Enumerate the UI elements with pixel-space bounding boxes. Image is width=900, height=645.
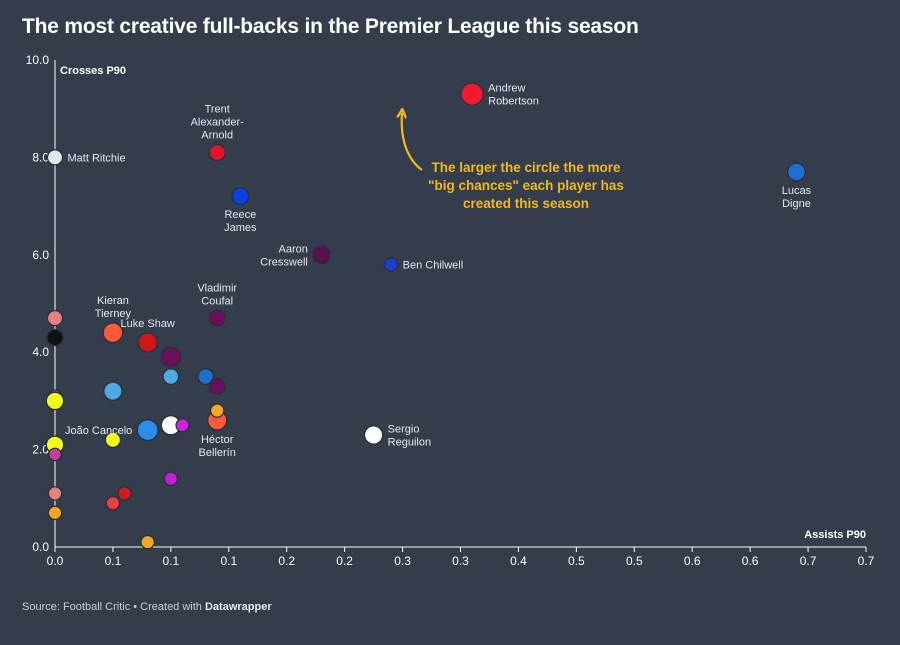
point-label: Kieran Tierney	[95, 295, 132, 320]
point-label-line: Andrew	[488, 83, 525, 95]
data-point	[47, 486, 63, 501]
data-point	[102, 322, 124, 344]
data-point	[208, 143, 226, 162]
data-point	[46, 329, 64, 347]
y-axis-title: Crosses P90	[60, 65, 126, 77]
point-label-line: Arnold	[201, 130, 233, 142]
annotation-line: created this season	[463, 196, 589, 211]
point-label: Trent Alexander-Arnold	[191, 104, 245, 142]
data-point	[363, 425, 384, 445]
point-label: Sergio Reguilon	[388, 423, 431, 448]
point-label: Lucas Digne	[782, 185, 812, 210]
annotation-arrow	[402, 113, 423, 171]
y-tick-label: 8.0	[32, 150, 49, 164]
x-tick-label: 0.7	[858, 554, 875, 568]
point-label-line: Lucas	[782, 185, 812, 197]
point-label-line: Alexander-	[191, 117, 245, 129]
data-point	[209, 403, 225, 418]
x-tick-label: 0.2	[336, 554, 353, 568]
point-label-line: Sergio	[388, 423, 420, 435]
point-label-line: Trent	[205, 104, 230, 116]
data-point	[48, 447, 62, 462]
point-label-line: Coufal	[201, 295, 233, 307]
y-tick-label: 4.0	[32, 345, 49, 359]
x-tick-label: 0.2	[278, 554, 295, 568]
x-tick-label: 0.6	[684, 554, 701, 568]
data-point	[175, 418, 190, 433]
data-point	[163, 471, 179, 487]
point-label-line: Kieran	[97, 295, 129, 307]
chart-footer: Source: Football Critic • Created with D…	[22, 601, 272, 613]
data-point	[47, 505, 63, 521]
point-label-line: Vladimir	[197, 282, 237, 294]
point-label-line: Aaron	[278, 243, 307, 255]
annotation-line: The larger the circle the more	[431, 160, 621, 175]
x-tick-label: 0.3	[452, 554, 469, 568]
point-label-line: Cresswell	[260, 256, 308, 268]
x-axis-title: Assists P90	[804, 529, 866, 541]
y-tick-label: 2.0	[32, 443, 49, 457]
data-point	[162, 368, 180, 385]
point-label: João Cancelo	[65, 425, 132, 437]
data-point	[136, 419, 159, 442]
data-point	[787, 162, 806, 182]
data-point	[208, 309, 226, 327]
y-tick-label: 0.0	[32, 540, 49, 554]
point-label-line: Reguilon	[388, 436, 431, 448]
data-point	[137, 332, 158, 353]
x-tick-label: 0.4	[510, 554, 527, 568]
point-label: Andrew Robertson	[488, 83, 539, 108]
point-label-line: Bellerín	[199, 447, 236, 459]
point-label: Aaron Cresswell	[260, 243, 308, 268]
y-tick-label: 6.0	[32, 248, 49, 262]
x-tick-label: 0.6	[742, 554, 759, 568]
y-tick-label: 10.0	[26, 53, 50, 67]
x-tick-label: 0.7	[800, 554, 817, 568]
x-tick-label: 0.1	[220, 554, 237, 568]
data-point	[460, 82, 484, 106]
point-label: Luke Shaw	[120, 318, 174, 330]
point-label-line: Héctor	[201, 434, 234, 446]
x-tick-label: 0.1	[163, 554, 180, 568]
data-point	[140, 534, 155, 550]
point-label-line: Digne	[782, 198, 811, 210]
x-tick-label: 0.3	[394, 554, 411, 568]
point-label-line: Ben Chilwell	[403, 260, 464, 272]
data-point	[208, 377, 226, 395]
footer-brand: Datawrapper	[204, 601, 272, 613]
data-point	[45, 391, 65, 411]
data-point	[104, 431, 122, 448]
data-point	[46, 149, 64, 166]
annotation-text: The larger the circle the more "big chanc…	[428, 160, 624, 211]
chart-title: The most creative full-backs in the Prem…	[22, 15, 639, 38]
point-label: Vladimir Coufal	[197, 282, 237, 307]
x-tick-label: 0.0	[47, 554, 64, 568]
x-tick-label: 0.1	[105, 554, 122, 568]
point-label-line: Luke Shaw	[120, 318, 174, 330]
point-label: Reece James	[224, 209, 257, 234]
data-point	[160, 346, 182, 368]
data-point	[197, 368, 214, 385]
point-label-line: James	[224, 222, 257, 234]
data-point	[231, 187, 250, 206]
data-point	[312, 245, 331, 265]
x-tick-label: 0.5	[568, 554, 585, 568]
point-label-line: João Cancelo	[65, 425, 132, 437]
data-point	[105, 495, 121, 511]
point-label-line: Tierney	[95, 308, 132, 320]
annotation-line: "big chances" each player has	[428, 178, 624, 193]
x-tick-label: 0.5	[626, 554, 643, 568]
data-point	[117, 486, 132, 501]
point-label-line: Reece	[224, 209, 256, 221]
footer-source: Source: Football Critic • Created with	[22, 601, 205, 613]
data-point	[103, 381, 123, 401]
data-point	[46, 309, 64, 327]
data-point	[383, 257, 399, 272]
point-label: Matt Ritchie	[68, 152, 126, 164]
point-label-line: Matt Ritchie	[68, 152, 126, 164]
point-label: Ben Chilwell	[403, 260, 464, 272]
point-label: Héctor Bellerín	[199, 434, 236, 459]
point-label-line: Robertson	[488, 96, 539, 108]
